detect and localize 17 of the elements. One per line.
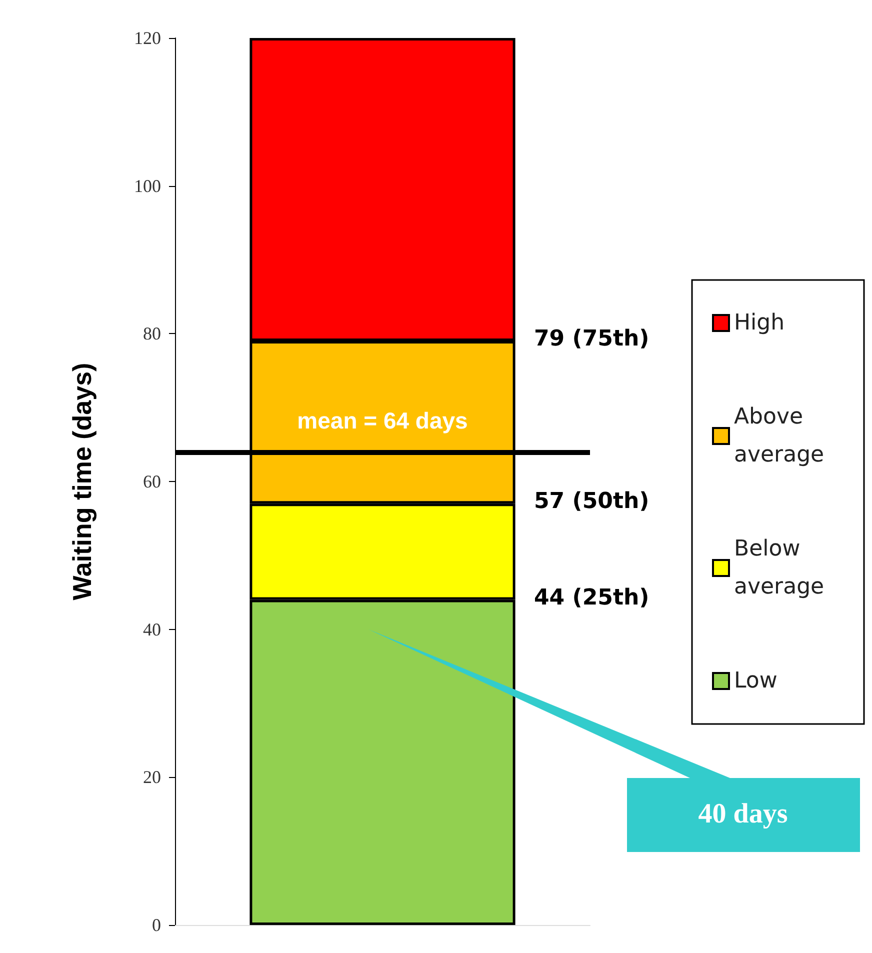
legend-label: High — [734, 310, 785, 336]
text: 44 (25th) — [534, 585, 650, 610]
text: 57 (50th) — [534, 489, 650, 514]
y-tick-label: 0 — [152, 915, 161, 935]
ref-line-label: mean = 64 days — [297, 407, 468, 434]
y-tick-label: 20 — [143, 767, 161, 788]
y-tick-label: 40 — [143, 619, 161, 640]
text: 79 (75th) — [534, 326, 650, 352]
y-tick-label: 100 — [134, 176, 161, 196]
y-tick-label: 120 — [134, 28, 161, 48]
legend-label: Above average — [734, 404, 824, 468]
legend-label: Below average — [734, 536, 824, 600]
y-tick-label: 60 — [143, 472, 161, 492]
y-tick-label: 80 — [143, 324, 161, 344]
legend-label: Low — [734, 668, 778, 694]
text: 40 days — [698, 798, 788, 830]
y-axis-title: Waiting time (days) — [67, 362, 97, 600]
